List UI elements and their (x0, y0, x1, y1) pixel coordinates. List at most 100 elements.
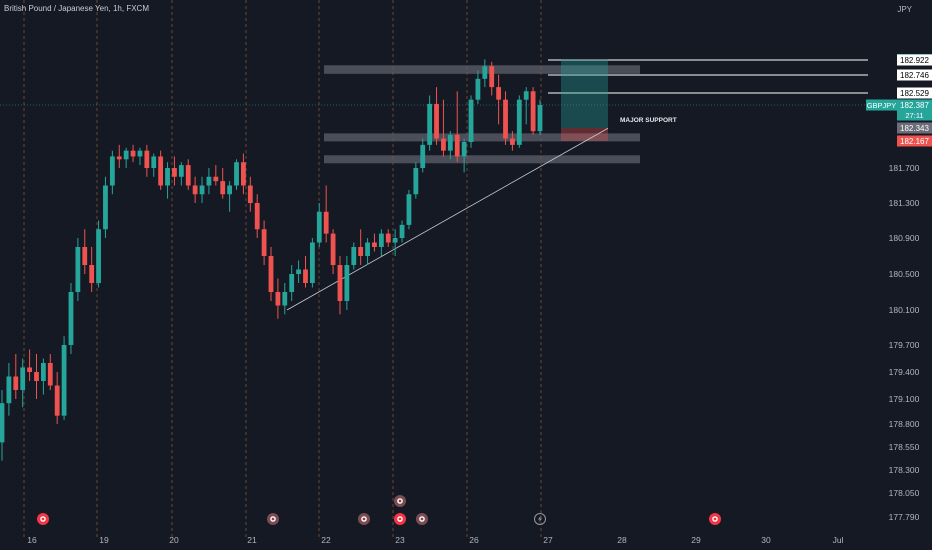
countdown-bg (897, 110, 932, 121)
currency-label: JPY (897, 5, 912, 14)
x-tick-label: 29 (691, 535, 701, 545)
support-resistance-zones[interactable] (324, 65, 640, 164)
candle-body (537, 105, 543, 132)
candle-body (206, 176, 212, 186)
candle-body (496, 87, 502, 100)
candle-body (316, 211, 322, 243)
y-tick-label: 180.900 (889, 233, 920, 243)
candle-body (344, 265, 350, 301)
earnings-bolt-icon[interactable] (534, 513, 546, 525)
y-tick-label: 178.300 (889, 465, 920, 475)
candle-body (503, 99, 508, 139)
symbol-tag-text: GBPJPY (867, 101, 897, 110)
candle-body (309, 242, 315, 283)
candle-body (351, 247, 357, 265)
candle-body (151, 156, 157, 168)
candle-body (247, 185, 253, 203)
candle-body (75, 247, 81, 292)
candle-body (399, 224, 405, 238)
long-position-tool[interactable] (561, 59, 608, 141)
symbol-tag-bg (866, 99, 897, 111)
candle-body (34, 372, 39, 381)
zone-rect[interactable] (324, 155, 640, 164)
price-tag-text: 182.529 (900, 89, 929, 98)
session-separators (23, 0, 542, 540)
x-tick-label: 23 (395, 535, 405, 545)
candle-body (82, 247, 88, 265)
x-tick-label: 22 (321, 535, 331, 545)
candle-body (268, 256, 274, 292)
candle-body (392, 238, 398, 243)
price-tag-bg (897, 69, 932, 81)
candle-body (123, 150, 129, 160)
y-tick-label: 180.500 (889, 269, 920, 279)
price-tag-text: 182.922 (900, 56, 929, 65)
event-dot-inner (362, 517, 366, 521)
candle-body (337, 265, 343, 301)
x-tick-label: 28 (617, 535, 627, 545)
candle-body (234, 162, 239, 186)
candle-body (275, 292, 281, 306)
y-tick-label: 178.800 (889, 419, 920, 429)
price-tag-text: 182.343 (900, 124, 929, 133)
x-tick-label: 19 (99, 535, 109, 545)
candle-body (6, 376, 12, 404)
candle-body (20, 367, 26, 390)
candle-body (261, 229, 267, 256)
event-dot-inner (713, 517, 717, 521)
event-markers[interactable] (37, 495, 721, 525)
candle-body (192, 185, 198, 195)
candle-body (227, 185, 233, 195)
candle-body (461, 141, 467, 157)
price-tag-text: 182.746 (900, 71, 929, 80)
candle-body (158, 156, 164, 186)
candle-body (510, 138, 515, 145)
candle-body (185, 165, 191, 186)
zone-rect[interactable] (324, 133, 640, 142)
y-tick-label: 177.790 (889, 512, 920, 522)
candle-body (109, 156, 115, 186)
event-dot-inner (398, 499, 402, 503)
candle-body (40, 363, 46, 381)
price-tag-bg (897, 54, 932, 66)
candle-body (241, 162, 246, 186)
candle-body (475, 78, 481, 100)
x-tick-label: 27 (543, 535, 553, 545)
candle-body (61, 345, 67, 416)
candle-body (47, 363, 53, 386)
y-tick-label: 179.700 (889, 340, 920, 350)
candle-body (434, 103, 439, 139)
candle-body (68, 292, 74, 345)
candle-body (144, 150, 150, 168)
candle-body (413, 168, 419, 195)
zone-rect[interactable] (324, 65, 640, 74)
x-tick-label: 16 (27, 535, 37, 545)
candle-body (27, 367, 32, 372)
x-axis[interactable]: 16 19 20 21 22 23 26 27 28 29 30 Jul (27, 535, 843, 545)
candle-body (220, 181, 226, 195)
candle-body (303, 269, 308, 283)
price-tag-text: 182.387 (900, 101, 929, 110)
candle-body (289, 274, 295, 292)
countdown-text: 27:11 (905, 111, 923, 120)
target-zone[interactable] (561, 59, 608, 128)
candle-body (165, 168, 170, 186)
y-tick-label: 179.100 (889, 394, 920, 404)
stop-zone[interactable] (561, 128, 608, 141)
candle-body (427, 103, 433, 145)
y-tick-label: 181.300 (889, 198, 920, 208)
y-tick-label: 179.400 (889, 367, 920, 377)
candle-body (54, 385, 60, 416)
candle-body (447, 134, 453, 151)
chart-title: British Pound / Japanese Yen, 1h, FXCM (4, 4, 149, 13)
candle-body (199, 185, 205, 195)
y-axis[interactable]: 177.790 178.050 178.300 178.550 178.800 179.1… (889, 163, 920, 522)
candle-body (13, 376, 19, 390)
horizontal-levels[interactable] (548, 59, 868, 94)
candle-body (489, 66, 495, 88)
candle-body (441, 138, 446, 151)
candle-body (0, 403, 5, 443)
candle-body (468, 99, 474, 142)
